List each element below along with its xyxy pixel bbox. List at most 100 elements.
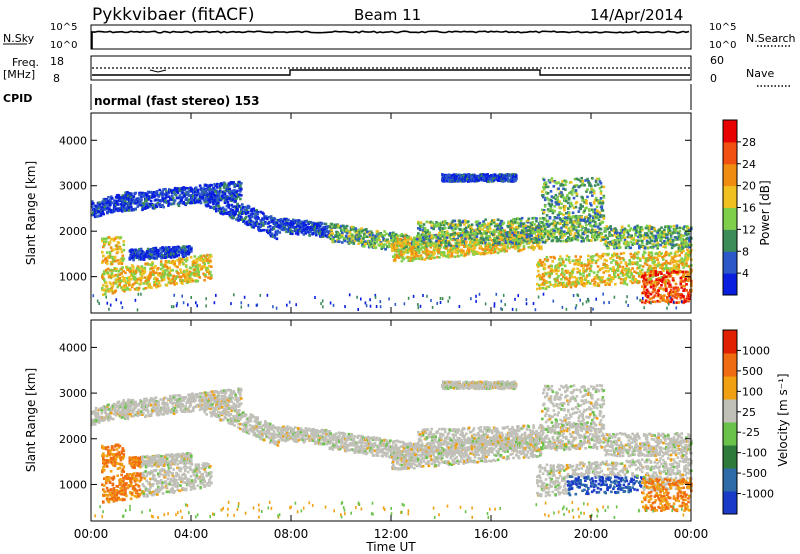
power-cell: [354, 228, 358, 231]
power-cell: [417, 245, 420, 249]
power-cell: [127, 198, 130, 201]
power-cell: [334, 239, 337, 243]
power-cell: [179, 268, 182, 271]
power-cell: [571, 271, 575, 274]
power-cell: [153, 257, 157, 260]
power-cell: [192, 194, 195, 198]
power-cell: [124, 194, 128, 197]
power-cell: [404, 250, 408, 254]
power-cell: [204, 258, 207, 262]
power-cell: [177, 272, 180, 275]
power-cell: [194, 196, 197, 200]
power-cell: [154, 264, 157, 268]
power-cell: [393, 259, 397, 263]
power-cell: [396, 243, 400, 246]
power-cell: [508, 246, 511, 250]
power-cell: [423, 258, 427, 261]
power-cell: [302, 233, 306, 236]
power-cell: [136, 205, 139, 208]
power-cell: [315, 231, 318, 235]
power-cell: [311, 221, 314, 225]
power-cell: [379, 232, 383, 235]
power-cell: [392, 231, 395, 235]
power-cell: [247, 206, 251, 209]
power-cell: [265, 215, 268, 218]
power-cell: [386, 245, 389, 249]
power-cell: [316, 225, 319, 229]
power-cell: [455, 232, 458, 236]
power-cell: [181, 192, 185, 195]
power-cell: [241, 207, 244, 211]
power-cell: [109, 246, 113, 249]
power-cell: [345, 224, 349, 228]
power-cell: [199, 201, 203, 205]
power-cell: [393, 253, 397, 256]
power-cell: [591, 255, 595, 258]
power-cell: [601, 267, 605, 270]
power-cell: [509, 237, 512, 241]
power-cell: [402, 252, 406, 256]
power-cell: [142, 252, 146, 255]
power-cell: [134, 277, 138, 281]
power-cell: [678, 254, 682, 257]
power-cell: [113, 290, 117, 294]
power-cell: [354, 235, 358, 239]
power-cell: [499, 249, 503, 253]
power-cell: [276, 229, 280, 233]
power-cell: [532, 248, 535, 251]
power-cell: [178, 187, 182, 191]
power-cell: [120, 250, 124, 254]
power-cell: [223, 192, 227, 195]
power-cell: [497, 238, 501, 241]
power-cell: [309, 230, 312, 234]
power-cell: [212, 202, 215, 206]
power-cell: [616, 273, 620, 277]
power-cell: [270, 232, 274, 236]
power-cell: [411, 249, 414, 253]
power-cell: [124, 288, 127, 291]
power-cell: [157, 267, 160, 270]
power-cell: [172, 252, 176, 256]
power-cell: [221, 192, 225, 196]
power-cell: [133, 198, 137, 202]
power-cell: [255, 220, 258, 223]
power-cell: [365, 229, 368, 232]
power-cell: [127, 279, 130, 282]
power-cell: [489, 245, 492, 248]
power-cell: [152, 191, 156, 194]
power-cell: [176, 191, 180, 195]
power-cell: [509, 227, 512, 230]
power-cell: [222, 186, 226, 190]
power-cell: [245, 206, 249, 210]
power-cell: [157, 249, 160, 252]
power-cell: [377, 236, 381, 239]
power-cell: [248, 216, 252, 220]
freq-left-tick-bottom: 8: [53, 72, 60, 85]
power-cell: [323, 232, 327, 235]
power-cell: [188, 275, 192, 278]
power-cell: [542, 193, 545, 197]
power-cell: [614, 271, 617, 274]
power-cell: [230, 194, 233, 198]
power-cell: [184, 248, 187, 252]
power-cell: [126, 266, 129, 269]
power-cell: [303, 228, 307, 231]
power-cell: [111, 248, 115, 251]
power-cell: [96, 210, 100, 213]
power-cell: [240, 216, 243, 220]
power-cell: [392, 249, 396, 252]
power-cell: [602, 252, 605, 256]
power-cell: [643, 251, 647, 255]
power-cell: [404, 239, 408, 243]
power-cell: [485, 232, 488, 235]
power-cell: [151, 261, 154, 264]
power-cell: [467, 220, 470, 223]
power-cell: [206, 186, 209, 189]
power-cell: [194, 190, 197, 194]
power-cell: [122, 201, 125, 205]
power-cell: [285, 230, 288, 234]
power-cell: [577, 229, 581, 233]
power-cell: [371, 234, 375, 238]
power-cell: [240, 210, 243, 213]
power-cell: [174, 187, 178, 191]
